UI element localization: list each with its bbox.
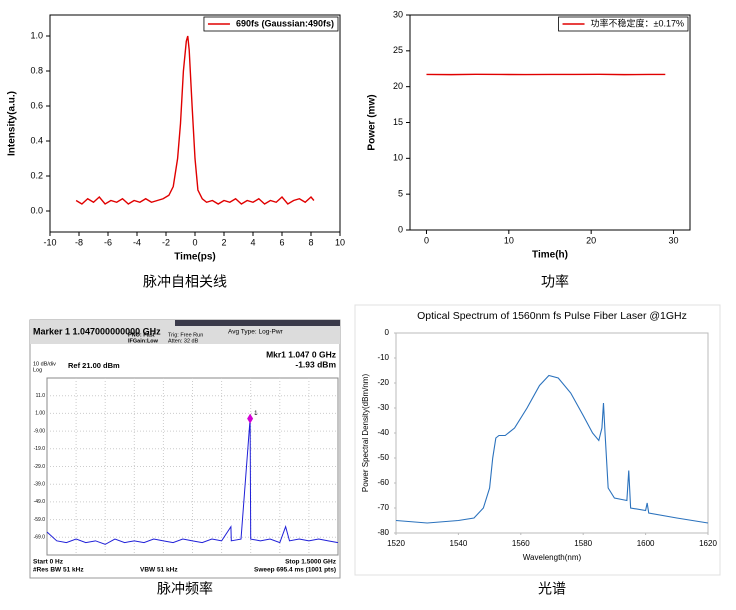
- analyzer-annotation: Log: [33, 367, 42, 373]
- x-tick-label: -4: [133, 237, 141, 247]
- x-tick-label: 1520: [387, 539, 405, 548]
- y-tick-label: -29.0: [34, 464, 46, 470]
- y-tick-label: -50: [377, 453, 389, 462]
- analyzer-annotation: -1.93 dBm: [295, 359, 336, 369]
- y-tick-label: -19.0: [34, 446, 46, 452]
- x-tick-label: 6: [279, 237, 284, 247]
- legend-label: 功率不稳定度：±0.17%: [591, 17, 684, 28]
- x-tick-label: 20: [586, 235, 596, 245]
- y-tick-label: -20: [377, 378, 389, 387]
- analyzer-status-bar: [175, 320, 340, 326]
- x-tick-label: 8: [308, 237, 313, 247]
- analyzer-annotation: PNO: Fast: [128, 332, 155, 338]
- analyzer-annotation: Atten: 32 dB: [168, 338, 199, 344]
- y-tick-label: -60: [377, 478, 389, 487]
- data-line: [395, 374, 709, 524]
- data-line: [75, 35, 315, 205]
- y-tick-label: 0.0: [30, 205, 43, 215]
- x-tick-label: 0: [192, 237, 197, 247]
- marker: [247, 413, 254, 424]
- y-tick-label: -80: [377, 528, 389, 537]
- x-tick-label: 4: [250, 237, 255, 247]
- y-tick-label: 5: [398, 189, 403, 199]
- y-tick-label: -49.0: [34, 499, 46, 505]
- y-tick-label: 0.8: [30, 65, 43, 75]
- analyzer-annotation: Sweep 695.4 ms (1001 pts): [254, 567, 336, 574]
- spectrum-panel: [354, 304, 721, 576]
- legend-box: [203, 16, 339, 32]
- x-tick-label: 0: [424, 235, 429, 245]
- caption: 光谱: [538, 581, 566, 597]
- x-axis-label: Wavelength(nm): [523, 553, 582, 562]
- x-axis-label: Time(h): [532, 250, 568, 261]
- analyzer-annotation: Start 0 Hz: [33, 559, 64, 566]
- y-tick-label: 0.4: [30, 135, 43, 145]
- y-tick-label: -59.0: [34, 517, 46, 523]
- x-tick-label: 10: [504, 235, 514, 245]
- y-tick-label: 0: [385, 328, 390, 337]
- x-tick-label: -8: [75, 237, 83, 247]
- x-tick-label: 1620: [699, 539, 717, 548]
- chart-title: Optical Spectrum of 1560nm fs Pulse Fibe…: [417, 310, 687, 322]
- marker-label: 1: [254, 411, 258, 417]
- y-tick-label: -9.00: [34, 428, 46, 434]
- analyzer-annotation: VBW 51 kHz: [140, 567, 178, 574]
- y-tick-label: 0: [398, 224, 403, 234]
- y-tick-label: 30: [393, 9, 403, 19]
- x-tick-label: 1580: [574, 539, 592, 548]
- x-tick-label: -6: [104, 237, 112, 247]
- analyzer-annotation: Marker 1 1.047000000000 GHz: [33, 326, 161, 336]
- analyzer-annotation: #Res BW 51 kHz: [33, 567, 84, 574]
- y-tick-label: 15: [393, 117, 403, 127]
- x-tick-label: -2: [162, 237, 170, 247]
- y-tick-label: -70: [377, 503, 389, 512]
- y-axis-label: Power Spectral Density(dBm/nm): [361, 374, 370, 493]
- y-tick-label: -69.0: [34, 535, 46, 541]
- data-line: [46, 418, 339, 545]
- y-tick-label: 0.6: [30, 100, 43, 110]
- caption: 脉冲自相关线: [143, 274, 227, 290]
- analyzer-annotation: Avg Type: Log-Pwr: [228, 329, 284, 336]
- y-tick-label: -30: [377, 403, 389, 412]
- x-tick-label: 1600: [637, 539, 655, 548]
- y-tick-label: -40: [377, 428, 389, 437]
- x-tick-label: 10: [335, 237, 345, 247]
- analyzer-annotation: IFGain:Low: [128, 338, 159, 344]
- x-tick-label: 2: [221, 237, 226, 247]
- y-axis-label: Intensity(a.u.): [7, 91, 18, 156]
- caption: 功率: [541, 274, 569, 290]
- x-tick-label: 30: [669, 235, 679, 245]
- x-tick-label: -10: [43, 237, 56, 247]
- analyzer-annotation: Trig: Free Run: [168, 332, 203, 338]
- y-axis-label: Power (mw): [367, 94, 378, 150]
- y-tick-label: 25: [393, 45, 403, 55]
- y-tick-label: 10: [393, 153, 403, 163]
- plot-frame: [409, 14, 691, 231]
- analyzer-annotation: Ref 21.00 dBm: [68, 361, 120, 370]
- y-tick-label: -39.0: [34, 482, 46, 488]
- y-tick-label: 1.0: [30, 30, 43, 40]
- x-tick-label: 1560: [512, 539, 530, 548]
- legend-box: [558, 16, 689, 32]
- legend-label: 690fs (Gaussian:490fs): [236, 18, 334, 28]
- caption: 脉冲频率: [157, 581, 213, 597]
- analyzer-annotation: Stop 1.5000 GHz: [285, 559, 337, 566]
- analyzer-annotation: Mkr1 1.047 0 GHz: [266, 349, 336, 359]
- y-tick-label: 20: [393, 81, 403, 91]
- x-axis-label: Time(ps): [174, 252, 216, 263]
- y-tick-label: -10: [377, 353, 389, 362]
- analyzer-annotation: 10 dB/div: [33, 361, 56, 367]
- y-tick-label: 0.2: [30, 170, 43, 180]
- y-tick-label: 11.0: [36, 393, 46, 399]
- y-tick-label: 1.00: [35, 411, 45, 417]
- x-tick-label: 1540: [450, 539, 468, 548]
